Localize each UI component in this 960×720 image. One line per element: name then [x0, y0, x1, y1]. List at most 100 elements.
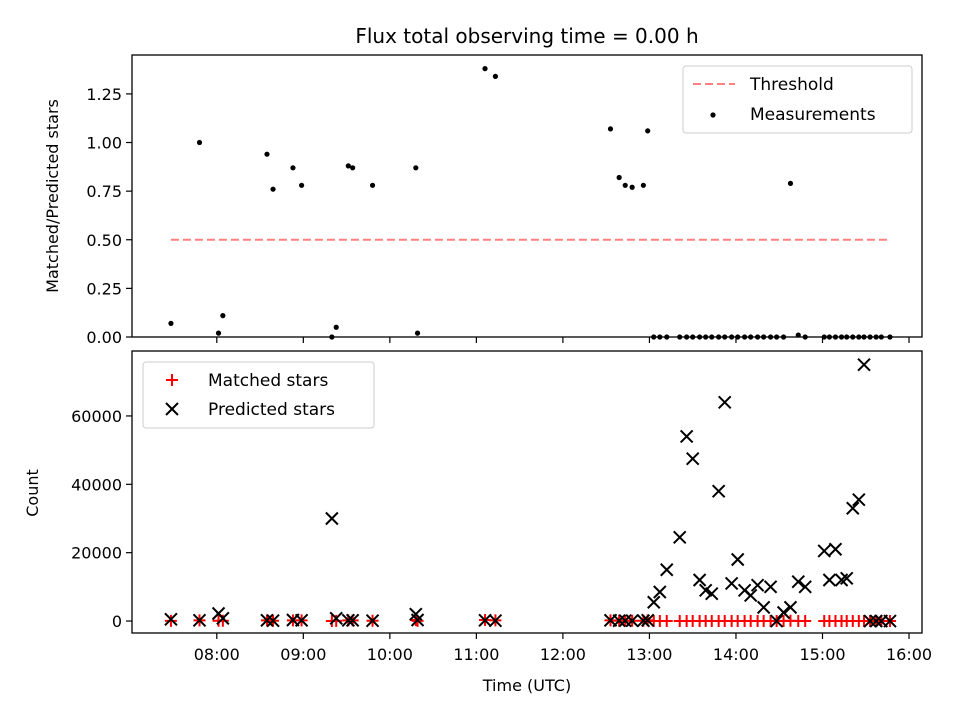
count-legend-box [142, 361, 375, 429]
predicted-star-marker [798, 580, 812, 594]
predicted-star-marker [776, 605, 791, 620]
count-y-axis-label: Count [23, 469, 42, 517]
count-x-tick-label: 15:00 [799, 645, 845, 664]
count-y-tick-label: 40000 [71, 475, 122, 494]
measurement-point [795, 332, 801, 338]
measurement-point [838, 334, 845, 340]
ratio-y-axis-label: Matched/Predicted stars [43, 99, 62, 293]
measurement-point [844, 334, 850, 340]
measurement-point [729, 334, 735, 340]
measurement-point [413, 165, 419, 171]
ratio-y-tick-label: 1.00 [86, 134, 122, 153]
matched-star-marker [164, 614, 177, 627]
measurement-point [270, 186, 276, 192]
predicted-star-marker [763, 580, 778, 594]
measurement-point [826, 334, 833, 340]
predicted-star-marker [341, 613, 356, 628]
predicted-star-marker [698, 583, 713, 597]
measurement-point [748, 334, 754, 340]
measurement-point [684, 334, 690, 340]
predicted-star-marker [718, 395, 732, 409]
measurement-point [861, 334, 867, 340]
predicted-star-marker [673, 530, 687, 544]
measurement-point [832, 334, 839, 340]
measurement-point [722, 334, 728, 340]
predicted-star-marker [685, 451, 700, 466]
predicted-star-marker [365, 613, 380, 628]
ratio-plot: 0.00 0.25 0.50 0.75 1.00 1.25 Matched/Predict… [43, 54, 923, 347]
matched-star-marker [799, 615, 812, 628]
measurement-point [774, 334, 780, 340]
measurement-point [754, 334, 761, 340]
predicted-star-marker [260, 613, 274, 628]
predicted-star-marker [653, 585, 667, 599]
measurement-point [742, 334, 748, 340]
measurement-point [677, 334, 683, 340]
measurement-points [168, 66, 893, 340]
measurement-point [850, 334, 856, 340]
measurement-point [703, 334, 709, 340]
measurement-point [856, 334, 862, 340]
measurement-point [690, 334, 696, 340]
measurement-point [709, 334, 715, 340]
predicted-star-marker [636, 613, 651, 628]
ratio-legend-box [682, 65, 913, 134]
measurement-point [878, 334, 884, 340]
predicted-star-marker [769, 614, 784, 628]
count-plot: 0 20000 40000 60000 08:00 09:00 10:00 11:00 12:… [23, 350, 932, 695]
count-x-tick-label: 16:00 [886, 645, 932, 664]
predicted-star-marker [724, 576, 739, 591]
measurement-point [333, 324, 339, 330]
legend-measurement-label: Measurements [750, 105, 876, 125]
count-x-tick-label: 10:00 [367, 645, 413, 664]
measurement-point [215, 330, 222, 336]
predicted-star-marker [488, 613, 503, 628]
predicted-star-marker [711, 484, 726, 498]
ratio-y-tick-label: 0.50 [86, 231, 122, 250]
count-y-tick-label: 60000 [71, 407, 122, 426]
predicted-star-marker [325, 511, 339, 526]
predicted-star-marker [756, 600, 771, 615]
measurement-point [651, 334, 657, 340]
ratio-legend: Threshold Measurements [682, 65, 913, 134]
predicted-star-marker [345, 613, 360, 628]
legend-threshold-label: Threshold [749, 75, 834, 95]
measurement-point [414, 330, 421, 336]
chart-title: Flux total observing time = 0.00 h [355, 24, 698, 48]
predicted-star-marker [750, 578, 765, 592]
predicted-star-marker [266, 613, 280, 628]
measurement-point [264, 151, 270, 157]
predicted-star-marker [730, 552, 745, 567]
measurement-point [350, 165, 356, 171]
predicted-star-marker [828, 542, 843, 556]
predicted-star-markers [164, 357, 897, 628]
ratio-y-tick-label: 0.25 [86, 279, 122, 298]
predicted-star-marker [164, 612, 178, 627]
ratio-plot-frame [131, 54, 923, 338]
measurement-point [369, 182, 376, 188]
measurement-point [616, 174, 622, 181]
predicted-star-marker [660, 563, 674, 577]
predicted-star-marker [647, 595, 661, 609]
measurement-point [290, 165, 296, 171]
predicted-star-marker [329, 611, 343, 626]
predicted-star-marker [692, 573, 707, 587]
legend-matched-label: Matched stars [208, 371, 328, 391]
count-x-tick-label: 14:00 [713, 645, 759, 664]
predicted-star-marker [679, 429, 694, 444]
count-y-tick-label: 20000 [71, 544, 122, 563]
measurement-point [802, 334, 808, 340]
matched-star-marker [330, 614, 343, 627]
predicted-star-marker [791, 575, 805, 589]
measurement-point [482, 66, 488, 72]
measurement-point [196, 139, 203, 146]
predicted-star-marker [640, 613, 655, 628]
count-x-tick-label: 08:00 [194, 645, 240, 664]
measurement-point [761, 334, 767, 340]
measurement-point [873, 334, 879, 340]
measurement-point [168, 320, 174, 326]
measurement-point [640, 182, 646, 188]
measurement-point [657, 334, 663, 340]
legend-predicted-label: Predicted stars [208, 400, 335, 420]
